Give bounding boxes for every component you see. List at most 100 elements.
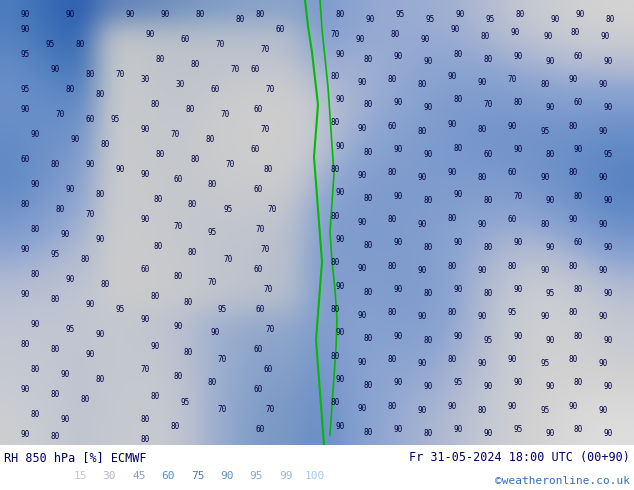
Text: 90: 90	[545, 382, 555, 392]
Text: 30: 30	[140, 75, 150, 84]
Text: 95: 95	[396, 10, 404, 20]
Text: 80: 80	[477, 173, 487, 182]
Text: 80: 80	[571, 28, 579, 38]
Text: 90: 90	[604, 103, 612, 113]
Text: 90: 90	[95, 236, 105, 245]
Text: 90: 90	[358, 404, 366, 414]
Text: 80: 80	[173, 272, 183, 281]
Text: 60: 60	[254, 266, 262, 274]
Text: 90: 90	[140, 316, 150, 324]
Text: 90: 90	[160, 10, 170, 20]
Text: 90: 90	[393, 378, 403, 388]
Text: 90: 90	[95, 330, 105, 340]
Text: 90: 90	[453, 239, 463, 247]
Text: 90: 90	[335, 50, 345, 59]
Text: 60: 60	[86, 116, 94, 124]
Text: 80: 80	[183, 298, 193, 307]
Text: 90: 90	[598, 80, 607, 90]
Text: 90: 90	[393, 239, 403, 247]
Text: 90: 90	[545, 196, 555, 205]
Text: 70: 70	[230, 66, 240, 74]
Text: 90: 90	[514, 332, 522, 342]
Text: 90: 90	[545, 57, 555, 67]
Text: 80: 80	[605, 16, 614, 24]
Text: 90: 90	[393, 146, 403, 154]
Text: 90: 90	[424, 150, 432, 159]
Text: 80: 80	[65, 85, 75, 95]
Text: 80: 80	[453, 96, 463, 104]
Text: 80: 80	[330, 398, 340, 407]
Text: 90: 90	[356, 35, 365, 45]
Text: 70: 70	[223, 255, 233, 265]
Text: 90: 90	[358, 358, 366, 368]
Text: 60: 60	[250, 66, 260, 74]
Text: 80: 80	[207, 378, 217, 388]
Text: 80: 80	[153, 196, 163, 204]
Text: 90: 90	[20, 25, 30, 34]
Text: 70: 70	[261, 125, 269, 134]
Text: 90: 90	[126, 10, 134, 20]
Text: 90: 90	[417, 220, 427, 229]
Text: 90: 90	[450, 25, 460, 34]
Text: 70: 70	[86, 211, 94, 220]
Text: 90: 90	[424, 57, 432, 67]
Text: 80: 80	[153, 243, 163, 251]
Text: 60: 60	[573, 52, 583, 61]
Text: 80: 80	[75, 41, 84, 49]
Text: 80: 80	[330, 258, 340, 268]
Text: 90: 90	[455, 10, 465, 20]
Text: 90: 90	[417, 406, 427, 416]
Text: 80: 80	[387, 355, 397, 365]
Text: 80: 80	[453, 145, 463, 153]
Text: 90: 90	[477, 267, 487, 275]
Text: 80: 80	[424, 337, 432, 345]
Text: 90: 90	[510, 28, 520, 38]
Text: 60: 60	[250, 146, 260, 154]
Text: 90: 90	[598, 220, 607, 229]
Text: 95: 95	[604, 150, 612, 159]
Text: 80: 80	[477, 125, 487, 134]
Text: 90: 90	[335, 236, 345, 245]
Text: 90: 90	[417, 267, 427, 275]
Text: 95: 95	[545, 290, 555, 298]
Text: 80: 80	[424, 244, 432, 252]
Text: 80: 80	[195, 10, 205, 20]
Text: 90: 90	[60, 230, 70, 240]
Text: 90: 90	[140, 125, 150, 134]
Text: 70: 70	[266, 325, 275, 335]
Text: 80: 80	[20, 200, 30, 209]
Text: 70: 70	[514, 193, 522, 201]
Text: 60: 60	[254, 186, 262, 195]
Text: 90: 90	[20, 245, 30, 254]
Text: 90: 90	[514, 52, 522, 61]
Text: 90: 90	[335, 143, 345, 151]
Text: 90: 90	[30, 320, 39, 329]
Text: 60: 60	[210, 85, 219, 95]
Text: 90: 90	[358, 124, 366, 133]
Text: 90: 90	[477, 313, 487, 321]
Text: 80: 80	[540, 80, 550, 90]
Text: 90: 90	[453, 191, 463, 199]
Text: 90: 90	[50, 66, 60, 74]
Text: 90: 90	[598, 406, 607, 416]
Text: 90: 90	[20, 386, 30, 394]
Text: 90: 90	[573, 146, 583, 154]
Text: 95: 95	[540, 360, 550, 368]
Text: 70: 70	[483, 100, 493, 109]
Text: 80: 80	[30, 270, 39, 279]
Text: 80: 80	[335, 10, 345, 20]
Text: 90: 90	[598, 267, 607, 275]
Text: 90: 90	[453, 286, 463, 294]
Text: 60: 60	[181, 35, 190, 45]
Text: 30: 30	[103, 471, 116, 481]
Text: 80: 80	[95, 375, 105, 385]
Text: 90: 90	[393, 52, 403, 61]
Text: 80: 80	[95, 191, 105, 199]
Text: 70: 70	[266, 85, 275, 95]
Text: 80: 80	[173, 372, 183, 381]
Text: 70: 70	[261, 46, 269, 54]
Text: 60: 60	[573, 239, 583, 247]
Text: 90: 90	[540, 173, 550, 182]
Text: 80: 80	[183, 348, 193, 357]
Text: 80: 80	[363, 242, 373, 250]
